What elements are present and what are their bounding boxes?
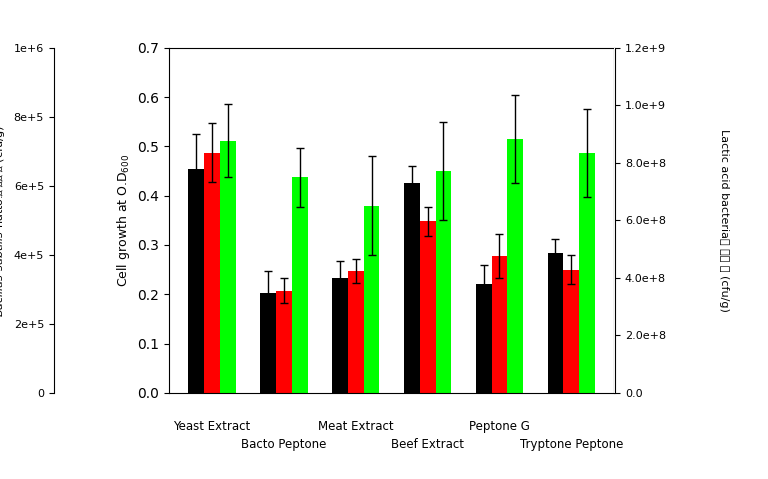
- Bar: [276, 291, 292, 393]
- Y-axis label: Cell growth at O.D$_{600}$: Cell growth at O.D$_{600}$: [114, 154, 131, 287]
- Bar: [292, 178, 308, 393]
- Bar: [204, 153, 220, 393]
- Bar: [404, 183, 419, 393]
- Y-axis label: $\it{Bacillus\ subtilis}$ natto.의 균체 수 (cfu/g): $\it{Bacillus\ subtilis}$ natto.의 균체 수 (…: [0, 124, 7, 317]
- Bar: [348, 271, 364, 393]
- Text: Peptone G: Peptone G: [469, 420, 530, 433]
- Bar: [220, 140, 236, 393]
- Text: Yeast Extract: Yeast Extract: [174, 420, 250, 433]
- Bar: [508, 139, 523, 393]
- Bar: [364, 205, 379, 393]
- Bar: [579, 153, 595, 393]
- Y-axis label: Lactic acid bacteria의 균체 수 (cfu/g): Lactic acid bacteria의 균체 수 (cfu/g): [719, 129, 729, 312]
- Text: Bacto Peptone: Bacto Peptone: [241, 438, 326, 451]
- Bar: [260, 293, 276, 393]
- Bar: [492, 256, 508, 393]
- Bar: [435, 171, 452, 393]
- Text: Tryptone Peptone: Tryptone Peptone: [520, 438, 623, 451]
- Bar: [188, 169, 204, 393]
- Bar: [332, 278, 348, 393]
- Text: Meat Extract: Meat Extract: [318, 420, 393, 433]
- Bar: [564, 270, 579, 393]
- Bar: [548, 253, 564, 393]
- Text: Beef Extract: Beef Extract: [391, 438, 464, 451]
- Bar: [475, 285, 492, 393]
- Bar: [419, 221, 435, 393]
